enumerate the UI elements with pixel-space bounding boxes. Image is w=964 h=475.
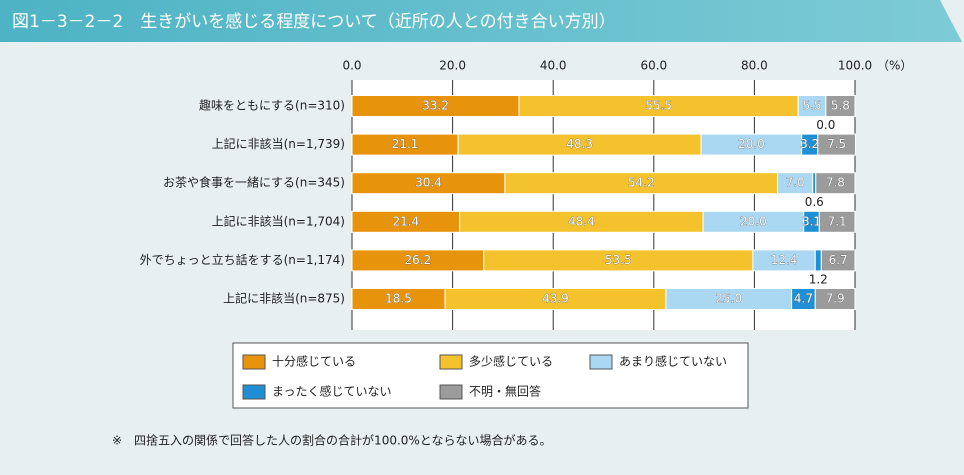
value-label: 21.4 [392, 214, 419, 228]
y-tick-label: 上記に非該当(n=1,704) [212, 213, 345, 228]
legend-swatch [439, 384, 463, 400]
x-tick-label: 20.0 [439, 59, 466, 73]
value-label: 48.3 [566, 137, 593, 151]
value-label: 30.4 [415, 176, 442, 190]
value-label: 55.5 [645, 99, 672, 113]
y-tick-label: 上記に非該当(n=1,739) [212, 136, 345, 151]
value-label: 7.1 [828, 214, 847, 228]
legend-label: 不明・無回答 [469, 384, 541, 399]
bar-segment [814, 288, 856, 310]
legend-swatch [242, 384, 266, 400]
value-label: 26.2 [405, 253, 432, 267]
value-label: 25.0 [715, 292, 742, 306]
value-label: 48.4 [568, 214, 595, 228]
y-tick-label: 趣味をともにする(n=310) [199, 98, 345, 113]
legend-label: 十分感じている [272, 354, 356, 369]
value-label: 54.2 [628, 176, 655, 190]
value-label: 18.5 [385, 292, 412, 306]
note: ※ 四捨五入の関係で回答した人の割合の合計が100.0%とならない場合がある。 [112, 433, 551, 448]
legend-swatch [589, 354, 613, 370]
legend-label: まったく感じていない [272, 384, 392, 399]
y-tick-label: お茶や食事を一緒にする(n=345) [163, 175, 345, 190]
bar-segment [818, 210, 856, 233]
value-label: 33.2 [422, 99, 449, 113]
x-tick-label: 0.0 [342, 59, 361, 73]
value-label: 53.5 [605, 253, 632, 267]
chart-title: 図1－3－2－2 生きがいを感じる程度について（近所の人との付き合い方別） [12, 12, 616, 32]
bar-segment [815, 172, 856, 195]
legend-swatch [242, 354, 266, 370]
value-label: 0.6 [805, 195, 824, 209]
bar-segment [820, 249, 856, 272]
value-label: 5.8 [831, 99, 850, 113]
value-label: 7.9 [826, 292, 845, 306]
title-banner [0, 0, 962, 42]
value-label: 1.2 [809, 272, 828, 286]
bar-segment [825, 95, 856, 117]
value-label: 21.1 [392, 137, 419, 151]
value-label: 4.7 [794, 292, 813, 306]
legend-swatch [439, 354, 463, 370]
x-tick-label: 80.0 [741, 59, 768, 73]
value-label: 20.0 [738, 137, 765, 151]
value-label: 7.8 [826, 176, 845, 190]
legend-box [232, 342, 749, 409]
value-label: 6.7 [829, 253, 848, 267]
x-tick-label: 60.0 [640, 59, 667, 73]
value-label: 43.9 [542, 292, 569, 306]
bar-segment [817, 133, 857, 156]
legend-label: あまり感じていない [619, 354, 727, 369]
value-label: 7.5 [827, 137, 846, 151]
y-tick-label: 外でちょっと立ち話をする(n=1,174) [140, 252, 345, 267]
x-tick-label: 100.0 [838, 59, 872, 73]
value-label: 12.4 [771, 253, 798, 267]
value-label: 7.0 [786, 176, 805, 190]
value-label: 20.0 [740, 214, 767, 228]
value-label: 0.0 [816, 118, 835, 132]
value-label: 3.2 [800, 137, 819, 151]
value-label: 3.1 [802, 214, 821, 228]
value-label: 5.5 [802, 99, 821, 113]
y-tick-label: 上記に非該当(n=875) [223, 291, 345, 306]
x-tick-label: 40.0 [540, 59, 567, 73]
legend-label: 多少感じている [469, 354, 553, 369]
x-axis-label: （%） [877, 59, 912, 73]
bar-segment [814, 249, 822, 272]
